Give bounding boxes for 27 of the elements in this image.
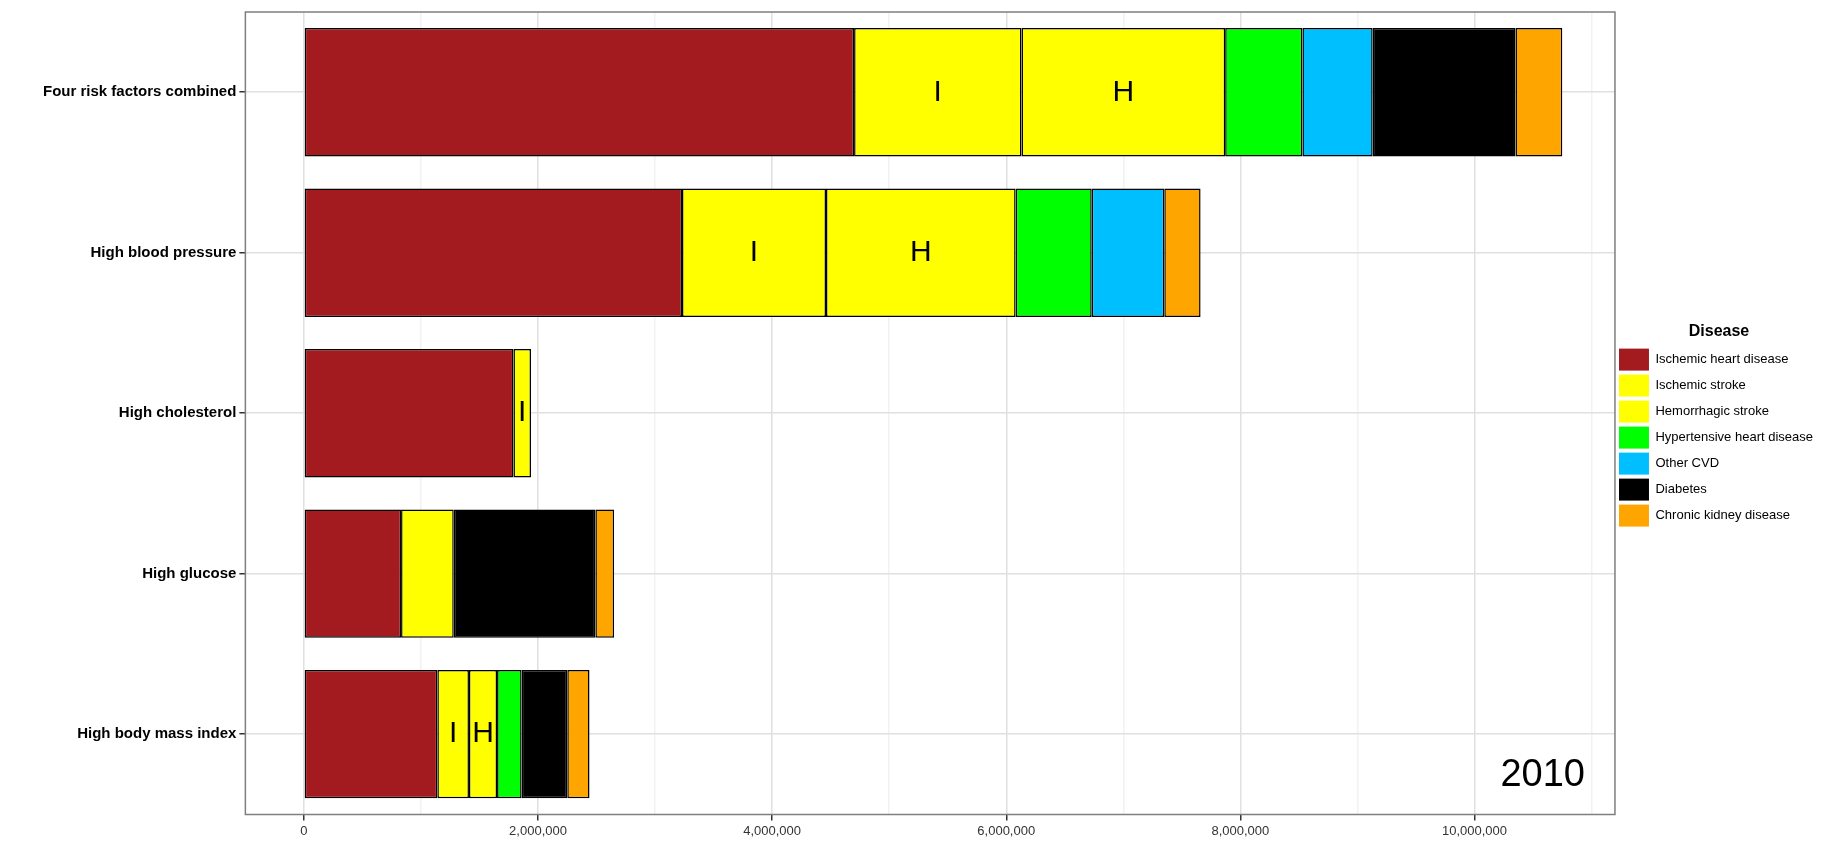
x-tick-label: 6,000,000 [977,822,1036,838]
y-tick-label: Four risk factors combined [43,82,237,100]
legend-label: Other CVD [1655,455,1720,471]
y-tick-label: High body mass index [77,724,238,742]
annotation: H [1112,73,1135,107]
x-tick-label: 8,000,000 [1211,822,1270,838]
legend-label: Diabetes [1655,481,1708,497]
y-tick-label: High glucose [142,563,237,581]
x-tick-label: 10,000,000 [1441,822,1508,838]
y-tick-label: High cholesterol [118,403,237,421]
x-tick-label: 2,000,000 [509,822,567,838]
annotation: I [518,394,527,428]
legend-label: Hemorrhagic stroke [1655,403,1769,419]
legend-label: Ischemic stroke [1655,377,1746,393]
x-tick-label: 0 [300,822,308,838]
annotation: I [448,715,458,749]
y-tick-label: High blood pressure [90,242,237,260]
legend-label: Ischemic heart disease [1655,351,1789,367]
legend-label: Hypertensive heart disease [1655,429,1813,445]
annotation: H [909,233,932,267]
annotation: H [472,715,494,749]
x-tick-label: 4,000,000 [743,822,802,838]
annotation: I [933,73,942,107]
annotation: 2010 [1500,751,1585,794]
legend-label: Chronic kidney disease [1655,507,1790,523]
annotation: I [749,233,759,267]
legend-title: Disease [1688,321,1750,339]
